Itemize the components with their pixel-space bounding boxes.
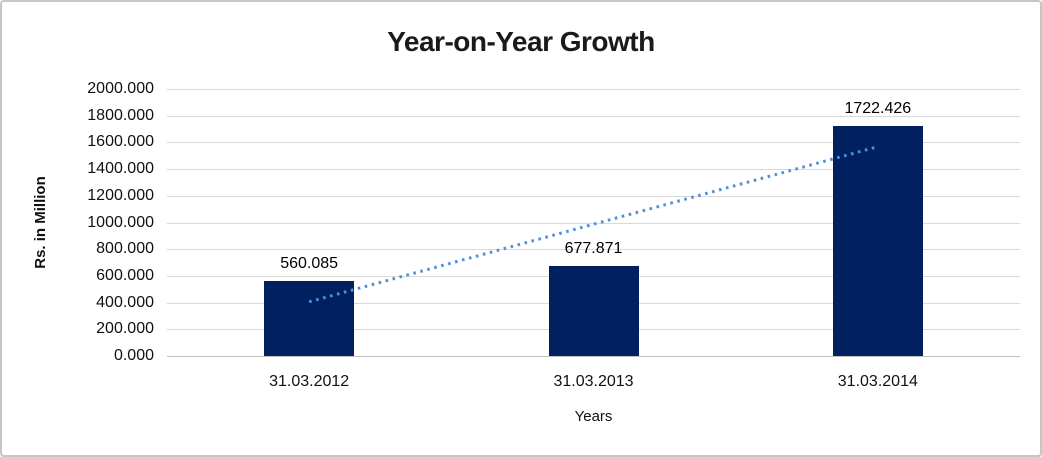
y-tick-label: 1600.000 <box>87 133 154 151</box>
y-axis-title-text: Rs. in Million <box>31 176 49 269</box>
x-tick-label: 31.03.2012 <box>269 373 350 390</box>
y-tick-label: 1400.000 <box>87 160 154 178</box>
bar-31.03.2012 <box>264 281 355 356</box>
y-tick-label: 800.000 <box>96 240 154 258</box>
y-tick-label: 1200.000 <box>87 186 154 204</box>
y-tick-label: 1000.000 <box>87 213 154 231</box>
data-label: 560.085 <box>280 255 339 273</box>
y-tick-label: 200.000 <box>96 320 154 338</box>
x-tick-label: 31.03.2013 <box>553 373 634 390</box>
y-tick-label: 1800.000 <box>87 106 154 124</box>
y-tick-label: 600.000 <box>96 266 154 284</box>
chart-title: Year-on-Year Growth <box>387 26 655 57</box>
y-tick-label: 0.000 <box>113 347 154 364</box>
y-tick-label: 2000.000 <box>87 80 154 97</box>
x-tick-label: 31.03.2014 <box>837 373 918 390</box>
data-label: 1722.426 <box>844 100 912 118</box>
bar-31.03.2013 <box>548 265 639 356</box>
data-label: 677.871 <box>564 239 623 257</box>
x-axis-title: Years <box>574 408 613 425</box>
gridline <box>167 142 1020 144</box>
gridline <box>167 115 1020 117</box>
y-tick-label: 400.000 <box>96 293 154 311</box>
bar-31.03.2014 <box>832 126 923 356</box>
x-axis-line <box>167 356 1020 357</box>
gridline <box>167 89 1020 90</box>
y-axis-title: Rs. in Million <box>20 89 60 356</box>
